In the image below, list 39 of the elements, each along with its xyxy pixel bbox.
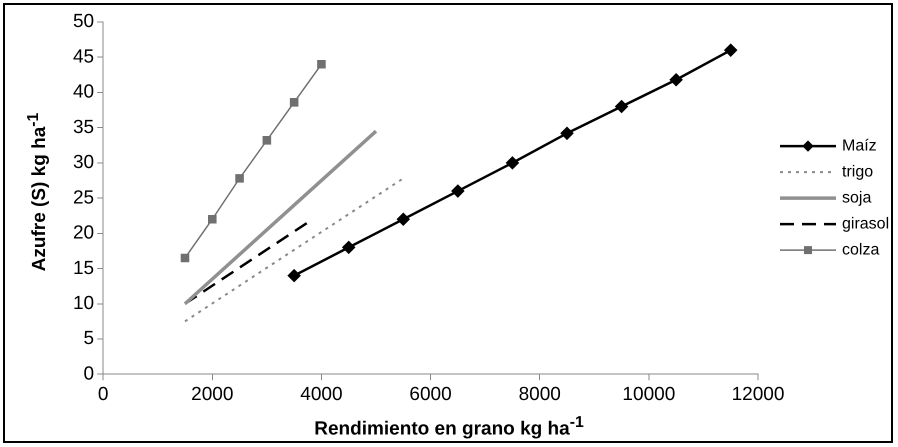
point bbox=[235, 174, 244, 183]
legend-label: Maíz bbox=[842, 138, 877, 155]
y-tick-label: 25 bbox=[72, 187, 94, 208]
y-tick-label: 30 bbox=[72, 152, 94, 174]
point bbox=[724, 44, 737, 56]
y-tick-label: 20 bbox=[72, 222, 94, 244]
point bbox=[506, 156, 519, 170]
point bbox=[208, 214, 217, 224]
x-tick-label: 12000 bbox=[732, 384, 784, 405]
y-tick-label: 50 bbox=[72, 11, 94, 32]
y-tick-label: 40 bbox=[72, 82, 94, 103]
point bbox=[288, 269, 300, 282]
point bbox=[397, 212, 410, 226]
point bbox=[670, 74, 682, 86]
point bbox=[560, 127, 574, 140]
y-tick-label: 0 bbox=[84, 363, 94, 384]
legend-label: trigo bbox=[842, 164, 874, 181]
x-tick-label: 0 bbox=[98, 384, 108, 405]
point bbox=[342, 241, 355, 254]
x-tick-label: 8000 bbox=[518, 384, 561, 405]
x-tick-label: 4000 bbox=[300, 384, 343, 405]
point bbox=[290, 98, 298, 107]
y-tick-label: 45 bbox=[72, 46, 94, 68]
x-axis-title: Rendimiento en grano kg ha$^{-1}$ bbox=[313, 414, 585, 440]
x-tick-label: 10000 bbox=[622, 384, 676, 405]
x-tick-label: 6000 bbox=[409, 384, 452, 405]
point bbox=[317, 60, 326, 69]
legend-label: soja bbox=[842, 190, 872, 207]
y-tick-label: 5 bbox=[84, 328, 94, 350]
point bbox=[262, 136, 272, 145]
y-tick-label: 35 bbox=[72, 116, 94, 138]
y-tick-label: 15 bbox=[72, 258, 94, 279]
y-tick-label: 10 bbox=[72, 292, 94, 314]
point bbox=[452, 184, 464, 198]
legend-label: girasol bbox=[842, 216, 890, 233]
legend-label: colza bbox=[842, 242, 880, 259]
point bbox=[615, 100, 628, 113]
x-tick-label: 2000 bbox=[191, 384, 234, 405]
point bbox=[180, 254, 190, 262]
